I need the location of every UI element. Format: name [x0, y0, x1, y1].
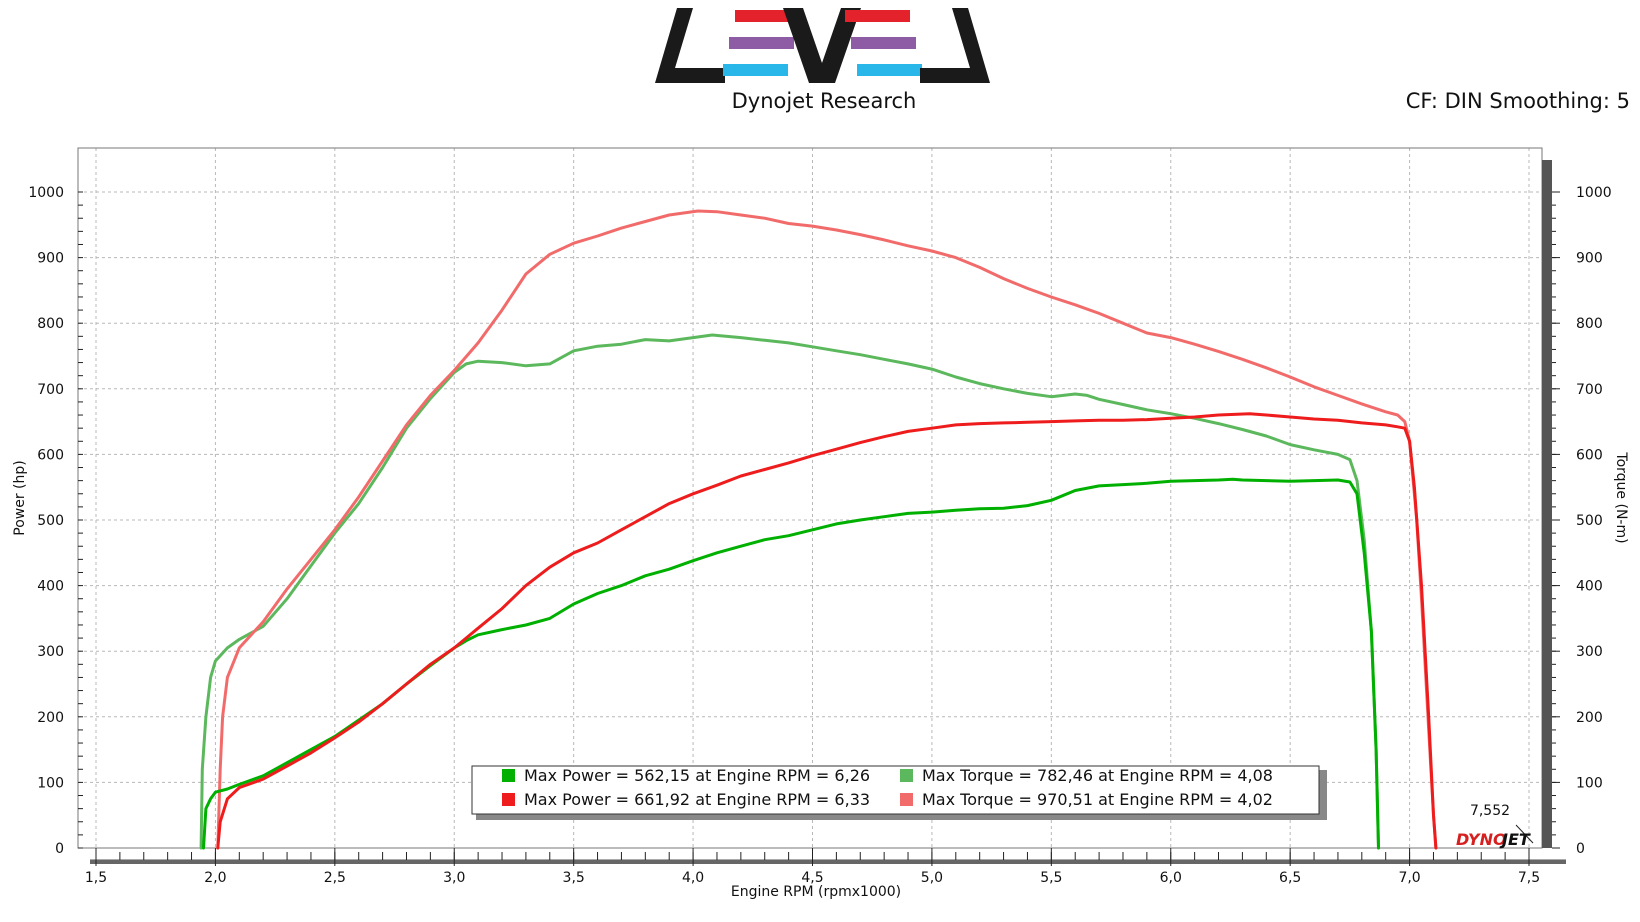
- x-tick-label: 7,5: [1518, 870, 1540, 886]
- dynojet-watermark: 7,552 DYNO JET: [1456, 803, 1534, 849]
- x-tick-label: 7,0: [1398, 870, 1420, 886]
- brand-caption: Dynojet Research: [731, 89, 917, 113]
- legend-entry: Max Torque = 970,51 at Engine RPM = 4,02: [922, 790, 1273, 809]
- y-tick-label: 700: [37, 382, 64, 398]
- series-line-torque-red: [216, 209, 1438, 850]
- y-tick-label: 100: [37, 775, 64, 791]
- level-logo-icon: [655, 8, 990, 83]
- y-tick-label: 0: [55, 841, 64, 857]
- legend-swatch: [502, 793, 515, 806]
- x-tick-label: 1,5: [85, 870, 107, 886]
- y-tick-label: 400: [37, 579, 64, 595]
- y2-tick-label: 400: [1576, 579, 1603, 595]
- legend-entry: Max Power = 661,92 at Engine RPM = 6,33: [524, 790, 870, 809]
- x-tick-label: 6,5: [1279, 870, 1301, 886]
- y2-axis-title: Torque (N-m): [1613, 451, 1629, 543]
- y2-tick-label: 700: [1576, 382, 1603, 398]
- max-rpm-label: 7,552: [1470, 803, 1510, 819]
- y2-tick-label: 0: [1576, 841, 1585, 857]
- torque-axis-band: [1542, 160, 1552, 848]
- legend-entry: Max Torque = 782,46 at Engine RPM = 4,08: [922, 766, 1273, 785]
- x-tick-label: 5,5: [1040, 870, 1062, 886]
- dynojet-logo-right: JET: [1499, 830, 1531, 849]
- y-tick-label: 600: [37, 447, 64, 463]
- plot-area-frame: [77, 147, 1543, 849]
- x-tick-label: 2,5: [324, 870, 346, 886]
- y2-tick-label: 800: [1576, 316, 1603, 332]
- legend-swatch: [900, 793, 913, 806]
- y-tick-label: 1000: [28, 185, 64, 201]
- y2-tick-label: 100: [1576, 775, 1603, 791]
- legend-entry: Max Power = 562,15 at Engine RPM = 6,26: [524, 766, 870, 785]
- legend-box: [471, 765, 1320, 815]
- legend-swatch: [502, 769, 515, 782]
- y-tick-label: 800: [37, 316, 64, 332]
- x-tick-label: 6,0: [1160, 870, 1182, 886]
- y2-tick-label: 1000: [1576, 185, 1612, 201]
- y-axis-title: Power (hp): [12, 460, 28, 535]
- y-tick-label: 200: [37, 710, 64, 726]
- legend-swatch: [900, 769, 913, 782]
- y2-tick-label: 600: [1576, 447, 1603, 463]
- y2-tick-label: 500: [1576, 513, 1603, 529]
- series-line-torque-green: [199, 333, 1380, 850]
- correction-info: CF: DIN Smoothing: 5: [1405, 89, 1630, 113]
- y-tick-label: 500: [37, 513, 64, 529]
- y2-tick-label: 300: [1576, 644, 1603, 660]
- dynojet-logo-left: DYNO: [1456, 830, 1507, 849]
- x-tick-label: 3,0: [443, 870, 465, 886]
- y-tick-label: 300: [37, 644, 64, 660]
- x-axis-title: Engine RPM (rpmx1000): [731, 884, 901, 900]
- y2-tick-label: 200: [1576, 710, 1603, 726]
- series-line-power-green: [202, 477, 1380, 850]
- legend: Max Power = 562,15 at Engine RPM = 6,26 M…: [471, 765, 1327, 820]
- y2-tick-label: 900: [1576, 251, 1603, 267]
- x-tick-label: 3,5: [563, 870, 585, 886]
- y-tick-label: 900: [37, 251, 64, 267]
- x-tick-label: 5,0: [921, 870, 943, 886]
- x-tick-label: 2,0: [204, 870, 226, 886]
- x-tick-label: 4,0: [682, 870, 704, 886]
- series-line-power-red: [216, 412, 1438, 850]
- x-axis-band: [90, 860, 1566, 864]
- max-rpm-pointer: [1515, 824, 1534, 844]
- x-tick-label: 4,5: [801, 870, 823, 886]
